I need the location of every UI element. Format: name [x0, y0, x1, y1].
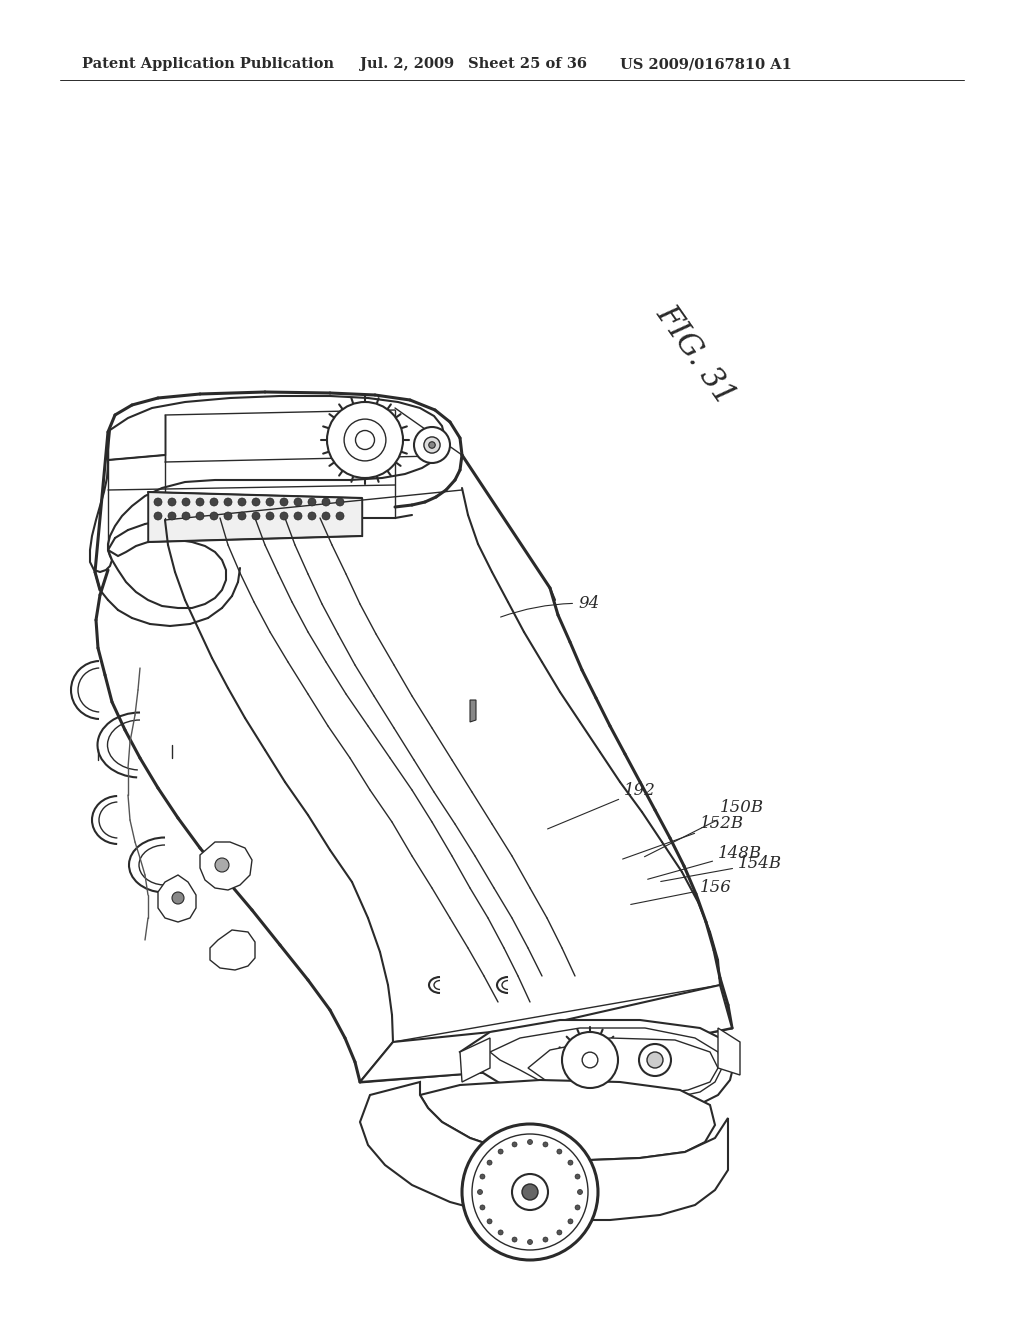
- Circle shape: [512, 1237, 517, 1242]
- Circle shape: [355, 430, 375, 450]
- Circle shape: [487, 1218, 493, 1224]
- Circle shape: [575, 1173, 580, 1179]
- Text: Jul. 2, 2009: Jul. 2, 2009: [360, 57, 454, 71]
- Circle shape: [280, 498, 288, 506]
- Circle shape: [294, 512, 302, 520]
- Circle shape: [238, 498, 246, 506]
- Circle shape: [327, 403, 403, 478]
- Text: 150B: 150B: [644, 799, 764, 857]
- Text: Patent Application Publication: Patent Application Publication: [82, 57, 334, 71]
- Circle shape: [322, 498, 330, 506]
- Polygon shape: [460, 1020, 735, 1111]
- Circle shape: [266, 512, 274, 520]
- Circle shape: [210, 498, 218, 506]
- Circle shape: [196, 498, 204, 506]
- Circle shape: [182, 498, 190, 506]
- Circle shape: [168, 512, 176, 520]
- Circle shape: [498, 1230, 503, 1236]
- Circle shape: [522, 1184, 538, 1200]
- Circle shape: [154, 498, 162, 506]
- Circle shape: [224, 498, 232, 506]
- Circle shape: [568, 1218, 573, 1224]
- Text: FIG. 31: FIG. 31: [650, 300, 741, 411]
- Circle shape: [252, 512, 260, 520]
- Polygon shape: [200, 842, 252, 890]
- Circle shape: [252, 498, 260, 506]
- Circle shape: [512, 1173, 548, 1210]
- Text: 154B: 154B: [660, 855, 782, 882]
- Circle shape: [487, 1160, 493, 1166]
- Circle shape: [512, 1142, 517, 1147]
- Circle shape: [336, 498, 344, 506]
- Circle shape: [527, 1239, 532, 1245]
- Text: Sheet 25 of 36: Sheet 25 of 36: [468, 57, 587, 71]
- Polygon shape: [90, 396, 445, 572]
- Polygon shape: [108, 540, 226, 609]
- Text: 148B: 148B: [647, 845, 762, 879]
- Polygon shape: [148, 492, 362, 543]
- Circle shape: [477, 1189, 482, 1195]
- Polygon shape: [528, 1038, 718, 1096]
- Circle shape: [472, 1134, 588, 1250]
- Text: 152B: 152B: [623, 814, 744, 859]
- Circle shape: [210, 512, 218, 520]
- Polygon shape: [360, 1082, 728, 1220]
- Circle shape: [294, 498, 302, 506]
- Circle shape: [336, 512, 344, 520]
- Circle shape: [182, 512, 190, 520]
- Polygon shape: [420, 1080, 715, 1160]
- Circle shape: [639, 1044, 671, 1076]
- Circle shape: [575, 1205, 580, 1210]
- Text: 94: 94: [501, 595, 599, 616]
- Circle shape: [172, 892, 184, 904]
- Circle shape: [429, 442, 435, 449]
- Circle shape: [280, 512, 288, 520]
- Text: 156: 156: [631, 879, 732, 904]
- Polygon shape: [158, 875, 196, 921]
- Circle shape: [215, 858, 229, 873]
- Text: US 2009/0167810 A1: US 2009/0167810 A1: [620, 57, 792, 71]
- Circle shape: [583, 1052, 598, 1068]
- Polygon shape: [460, 1038, 490, 1082]
- Circle shape: [578, 1189, 583, 1195]
- Circle shape: [562, 1032, 618, 1088]
- Circle shape: [498, 1148, 503, 1154]
- Circle shape: [238, 512, 246, 520]
- Text: 192: 192: [548, 781, 656, 829]
- Circle shape: [308, 512, 316, 520]
- Circle shape: [480, 1173, 485, 1179]
- Circle shape: [308, 498, 316, 506]
- Circle shape: [322, 512, 330, 520]
- Circle shape: [266, 498, 274, 506]
- Circle shape: [480, 1205, 485, 1210]
- Circle shape: [224, 512, 232, 520]
- Polygon shape: [490, 1028, 722, 1100]
- Circle shape: [647, 1052, 663, 1068]
- Circle shape: [568, 1160, 573, 1166]
- Circle shape: [543, 1237, 548, 1242]
- Circle shape: [424, 437, 440, 453]
- Circle shape: [154, 512, 162, 520]
- Circle shape: [557, 1230, 562, 1236]
- Circle shape: [196, 512, 204, 520]
- Circle shape: [557, 1148, 562, 1154]
- Circle shape: [462, 1125, 598, 1261]
- Polygon shape: [360, 985, 732, 1082]
- Circle shape: [414, 426, 450, 463]
- Polygon shape: [470, 700, 476, 722]
- Circle shape: [168, 498, 176, 506]
- Polygon shape: [718, 1028, 740, 1074]
- Circle shape: [527, 1139, 532, 1144]
- Polygon shape: [210, 931, 255, 970]
- Circle shape: [543, 1142, 548, 1147]
